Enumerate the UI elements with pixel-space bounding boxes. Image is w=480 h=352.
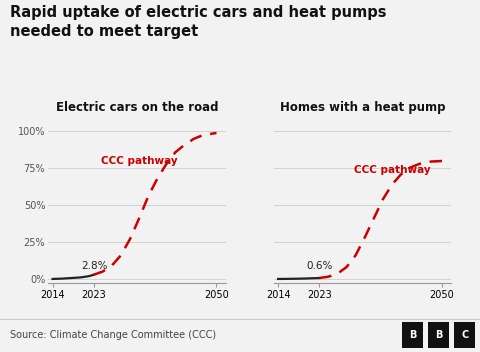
Text: B: B [435, 330, 443, 340]
Text: CCC pathway: CCC pathway [354, 165, 430, 175]
Text: CCC pathway: CCC pathway [101, 156, 178, 166]
Text: 0.6%: 0.6% [306, 261, 333, 271]
Text: Homes with a heat pump: Homes with a heat pump [280, 101, 445, 114]
Text: B: B [409, 330, 417, 340]
Text: 2.8%: 2.8% [81, 261, 108, 271]
Text: Electric cars on the road: Electric cars on the road [56, 101, 218, 114]
Text: C: C [461, 330, 468, 340]
Text: Source: Climate Change Committee (CCC): Source: Climate Change Committee (CCC) [10, 330, 216, 340]
Text: Rapid uptake of electric cars and heat pumps
needed to meet target: Rapid uptake of electric cars and heat p… [10, 5, 386, 39]
